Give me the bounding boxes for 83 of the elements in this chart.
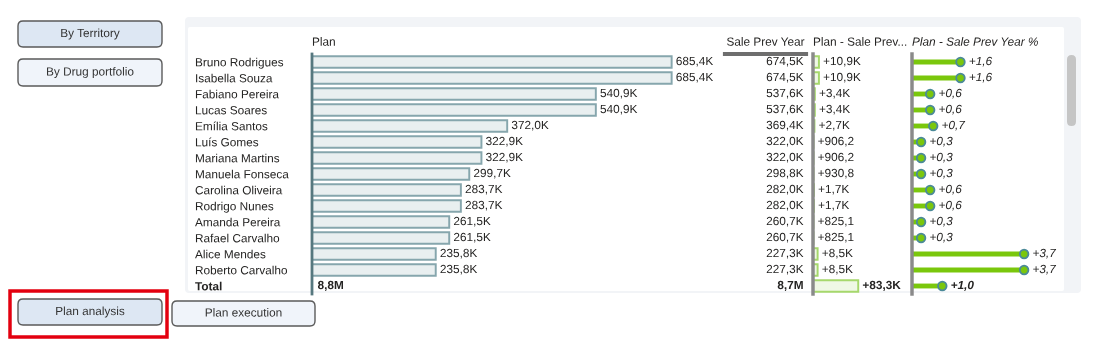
text: 322,0K: [766, 136, 804, 147]
data-label: 261,5K: [453, 216, 491, 227]
data-label: +1,6: [969, 56, 993, 67]
text: 298,8K: [766, 168, 804, 179]
data-label: +0,3: [930, 168, 953, 179]
data-label: +825,1: [818, 232, 854, 243]
chart-title: Plan - Sale Prev...: [813, 37, 907, 46]
data-label: +8,5K: [822, 248, 853, 259]
data-label: +0,6: [939, 200, 962, 211]
text: Plan analysis: [56, 306, 125, 318]
y-tick-label: Mariana Martins: [195, 153, 280, 163]
data-label: +1,6: [969, 72, 993, 83]
data-label: 322,9K: [486, 136, 523, 147]
data-label: +3,7: [1033, 264, 1057, 275]
text: 674,5K: [766, 56, 804, 67]
data-label: +1,0: [951, 280, 974, 291]
text: 282,0K: [766, 184, 804, 195]
y-tick-label: Rodrigo Nunes: [195, 201, 274, 213]
data-label: +0,3: [930, 136, 953, 147]
text: 260,7K: [766, 216, 804, 227]
y-tick-label: Lucas Soares: [195, 106, 267, 115]
data-label: 235,8K: [440, 264, 478, 275]
data-label: +1,7K: [818, 200, 850, 211]
chart-title: Plan: [312, 37, 335, 46]
data-label: +906,2: [818, 152, 854, 163]
data-label: +2,7K: [819, 120, 850, 131]
data-label: 372,0K: [511, 120, 549, 131]
y-tick-label: Total: [195, 281, 222, 291]
y-tick-label: Alice Mendes: [195, 249, 266, 259]
data-label: +0,6: [939, 104, 962, 115]
y-tick-label: Fabiano Pereira: [195, 89, 279, 99]
text: 537,6K: [766, 88, 804, 99]
data-label: +83,3K: [862, 280, 901, 291]
data-label: +3,4K: [819, 88, 851, 99]
data-label: +825,1: [818, 216, 854, 227]
data-label: +0,6: [939, 88, 962, 99]
y-tick-label: Manuela Fonseca: [195, 169, 289, 179]
text: 260,7K: [766, 232, 804, 243]
data-label: +0,6: [939, 184, 962, 195]
text: 537,6K: [766, 104, 804, 115]
y-tick-label: Isabella Souza: [196, 73, 273, 83]
text: Sale Prev Year: [726, 37, 805, 46]
data-label: +0,7: [942, 120, 966, 131]
y-tick-label: Rafael Carvalho: [195, 233, 280, 243]
chart-title: Plan - Sale Prev Year %: [912, 37, 1038, 46]
data-label: 261,5K: [453, 232, 491, 243]
data-label: +0,3: [930, 152, 953, 163]
data-label: +0,3: [930, 216, 953, 227]
text: 322,0K: [766, 152, 804, 163]
text: Plan execution: [205, 308, 282, 317]
y-tick-label: Emília Santos: [195, 121, 268, 131]
data-label: 283,7K: [465, 200, 503, 211]
data-label: 322,9K: [486, 152, 523, 163]
text: 8,7M: [777, 280, 803, 291]
data-label: +906,2: [818, 136, 854, 147]
data-label: +10,9K: [823, 56, 861, 67]
data-label: +1,7K: [818, 184, 850, 195]
data-label: +930,8: [818, 168, 854, 179]
data-label: 540,9K: [600, 104, 638, 115]
data-label: 283,7K: [465, 184, 503, 195]
y-tick-label: Bruno Rodrigues: [195, 57, 284, 69]
text: By Drug portfolio: [47, 67, 134, 78]
data-label: +0,3: [930, 232, 953, 243]
text: 227,3K: [766, 248, 804, 259]
data-label: 235,8K: [440, 248, 478, 259]
data-label: +3,7: [1033, 248, 1057, 259]
data-label: +10,9K: [823, 72, 861, 83]
y-tick-label: Amanda Pereira: [195, 217, 281, 227]
data-label: 685,4K: [676, 56, 714, 67]
annotation: 8,8M: [317, 280, 344, 291]
text: 282,0K: [766, 200, 804, 211]
data-label: +8,5K: [822, 264, 853, 275]
data-label: +3,4K: [819, 104, 851, 115]
y-tick-label: Roberto Carvalho: [195, 265, 288, 275]
text: 227,3K: [766, 264, 804, 275]
text: 674,5K: [766, 72, 804, 83]
data-label: 685,4K: [676, 72, 714, 83]
y-tick-label: Carolina Oliveira: [195, 185, 283, 195]
data-label: 299,7K: [474, 168, 511, 179]
text: 369,4K: [766, 120, 804, 131]
y-tick-label: Luís Gomes: [195, 137, 259, 147]
text: By Territory: [61, 28, 120, 40]
data-label: 540,9K: [600, 88, 638, 99]
